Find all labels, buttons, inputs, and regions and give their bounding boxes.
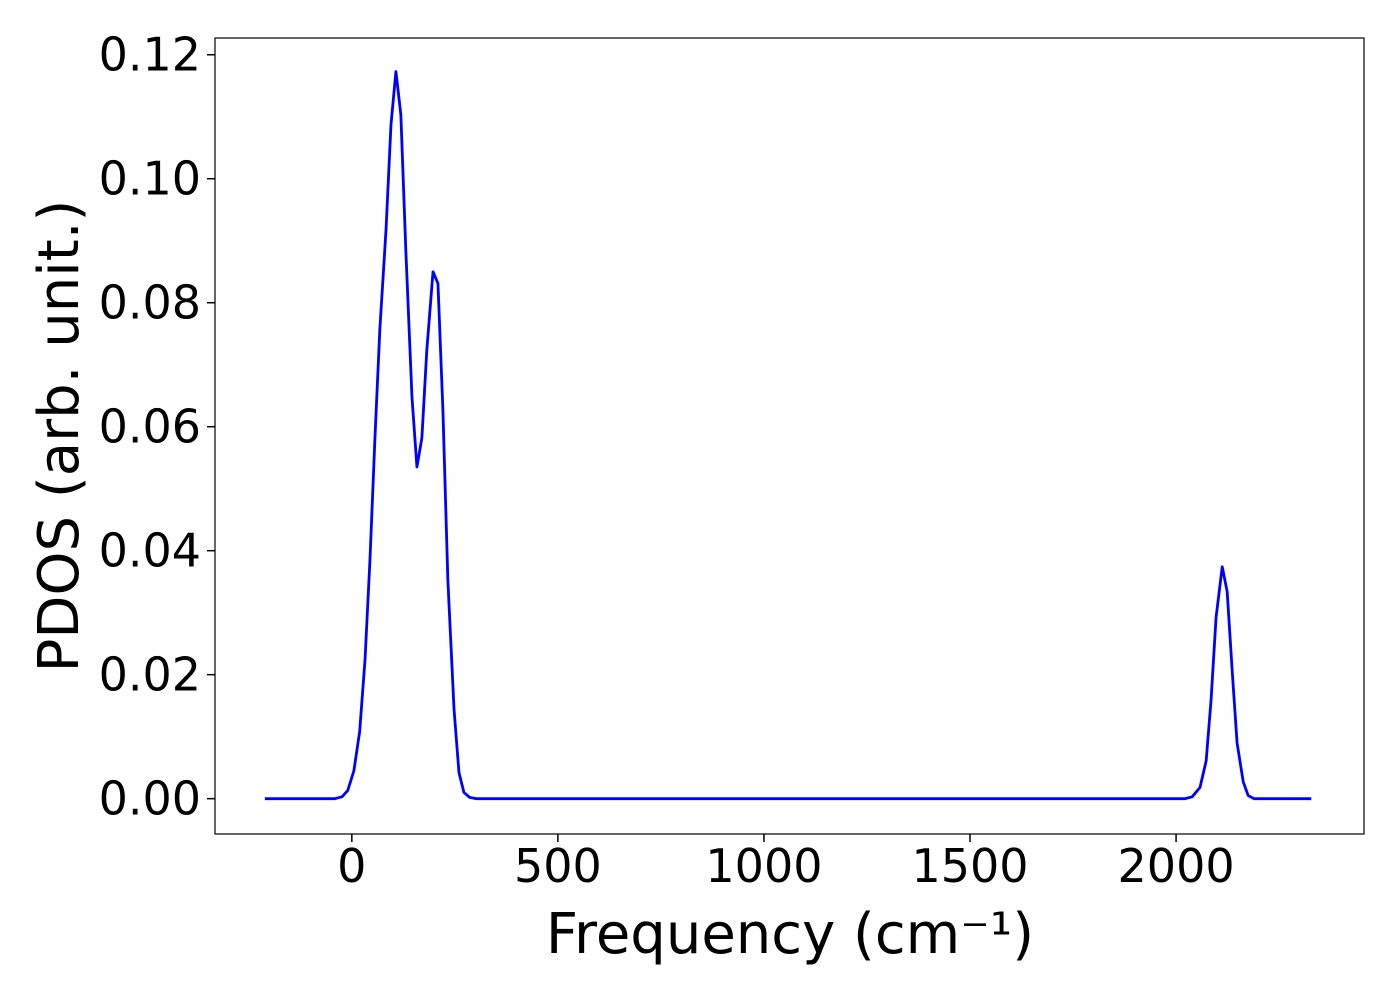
y-tick-label: 0.12 (99, 28, 201, 82)
x-tick-label: 2000 (1118, 839, 1235, 893)
y-tick-label: 0.10 (99, 152, 201, 206)
y-tick-label: 0.04 (99, 524, 201, 578)
data-line (264, 70, 1312, 801)
plot-frame (214, 37, 1365, 835)
x-tick-label: 1000 (705, 839, 822, 893)
y-tick-label: 0.08 (99, 276, 201, 330)
y-axis-label: PDOS (arb. unit.) (27, 200, 92, 673)
y-tick-label: 0.00 (99, 772, 201, 826)
x-tick-label: 0 (337, 839, 366, 893)
y-tick-label: 0.06 (99, 400, 201, 454)
x-axis-label: Frequency (cm⁻¹) (546, 902, 1034, 967)
y-tick-label: 0.02 (99, 648, 201, 702)
x-tick-label: 500 (514, 839, 602, 893)
x-tick-label: 1500 (911, 839, 1028, 893)
